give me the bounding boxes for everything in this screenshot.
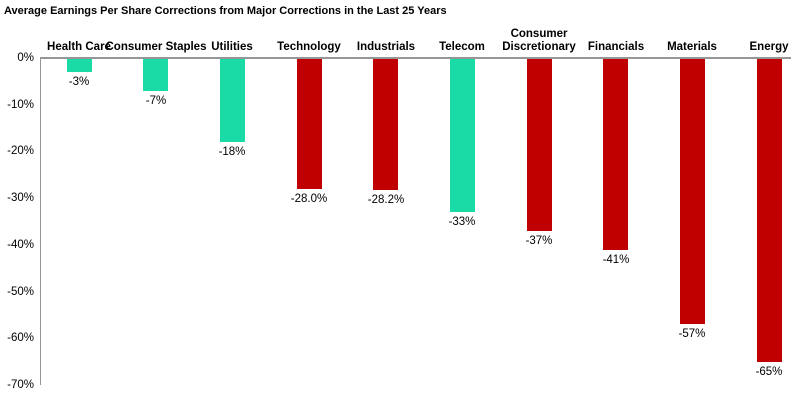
bar-health-care: [67, 59, 92, 72]
y-axis-tick-label: -30%: [7, 192, 34, 205]
zero-axis-line: [40, 57, 791, 59]
bar-value-label-consumer-discretionary: -37%: [525, 235, 553, 247]
bar-industrials: [373, 59, 398, 190]
y-axis-tick-label: -10%: [7, 98, 34, 111]
y-axis-tick-label: -50%: [7, 285, 34, 298]
y-axis-tick-label: 0%: [17, 52, 34, 64]
bar-consumer-discretionary: [527, 59, 552, 231]
category-label-materials: Materials: [667, 41, 717, 53]
chart-title: Average Earnings Per Share Corrections f…: [4, 5, 447, 17]
y-axis-line: [40, 58, 41, 385]
bar-value-label-materials: -57%: [678, 328, 706, 340]
category-label-energy: Energy: [749, 41, 789, 53]
bar-value-label-energy: -65%: [755, 366, 783, 378]
category-label-consumer-staples: Consumer Staples: [105, 41, 207, 53]
bar-consumer-staples: [143, 59, 168, 91]
category-label-health-care: Health Care: [47, 41, 111, 53]
bar-value-label-consumer-staples: -7%: [145, 95, 167, 107]
bar-energy: [757, 59, 782, 362]
y-axis-tick-label: -60%: [7, 332, 34, 345]
category-label-consumer-discretionary: Consumer Discretionary: [502, 28, 576, 53]
category-label-utilities: Utilities: [211, 41, 253, 53]
bar-value-label-financials: -41%: [602, 254, 630, 266]
y-axis-tick-label: -70%: [7, 379, 34, 391]
bar-utilities: [220, 59, 245, 142]
bar-technology: [297, 59, 322, 189]
bar-value-label-industrials: -28.2%: [367, 194, 405, 206]
bar-telecom: [450, 59, 475, 212]
bar-financials: [603, 59, 628, 250]
y-axis-tick-label: -20%: [7, 145, 34, 158]
bar-value-label-utilities: -18%: [218, 146, 246, 158]
bar-value-label-telecom: -33%: [448, 216, 476, 228]
bar-value-label-health-care: -3%: [68, 76, 90, 88]
category-label-industrials: Industrials: [356, 41, 416, 53]
category-label-telecom: Telecom: [439, 41, 485, 53]
y-axis-tick-label: -40%: [7, 238, 34, 251]
category-label-financials: Financials: [587, 41, 645, 53]
bar-value-label-technology: -28.0%: [290, 193, 328, 205]
category-label-technology: Technology: [277, 41, 341, 53]
bar-materials: [680, 59, 705, 324]
